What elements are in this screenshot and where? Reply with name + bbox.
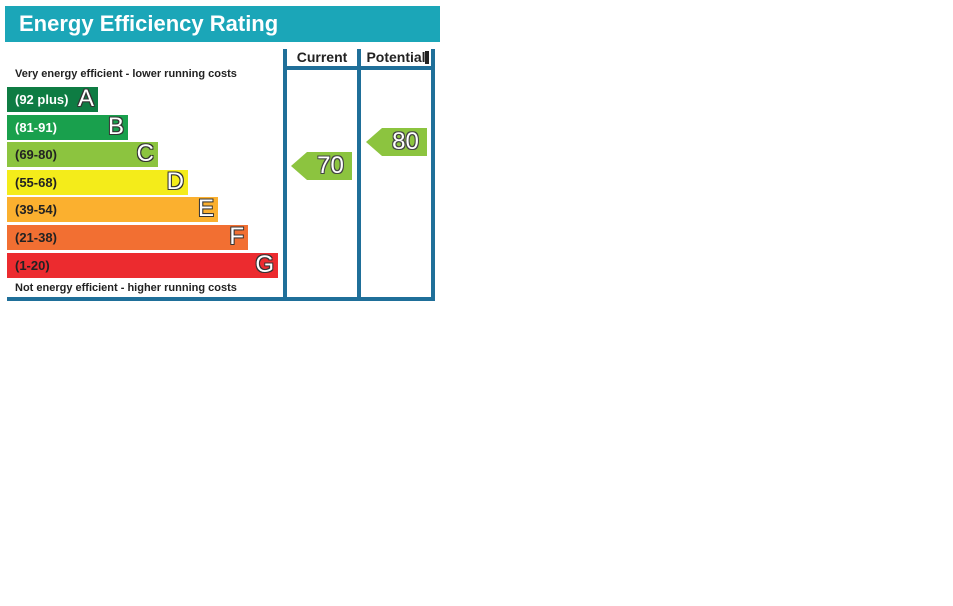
band-range-label: (1-20)	[15, 257, 50, 273]
column-divider	[357, 49, 361, 301]
band-letter: F	[229, 223, 244, 250]
potential-rating-arrow: 80	[366, 128, 427, 156]
band-letter: C	[136, 140, 154, 168]
band-range-label: (39-54)	[15, 202, 57, 218]
band-letter: B	[107, 112, 124, 140]
bottom-caption: Not energy efficient - higher running co…	[15, 282, 237, 294]
band-letter: A	[77, 85, 94, 112]
band-b: (81-91) B	[7, 112, 128, 140]
band-letter: E	[197, 195, 214, 223]
band-range-label: (81-91)	[15, 119, 57, 135]
band-letter: D	[166, 167, 184, 195]
band-range-label: (21-38)	[15, 230, 57, 245]
potential-arrow-shape	[366, 128, 427, 156]
band-a: (92 plus) A	[7, 85, 98, 112]
band-c: (69-80) C	[7, 140, 158, 168]
current-arrow-shape	[291, 152, 352, 180]
chart-title: Energy Efficiency Rating	[5, 6, 440, 42]
band-range-label: (69-80)	[15, 147, 57, 163]
band-g: (1-20) G	[7, 250, 278, 278]
chart-bottom-border	[7, 297, 435, 301]
current-rating-arrow: 70	[291, 152, 352, 180]
potential-column-header: Potential	[366, 49, 426, 65]
current-rating-value: 70	[317, 152, 344, 179]
header-underline	[283, 66, 435, 70]
band-e: (39-54) E	[7, 195, 218, 223]
band-letter: G	[255, 250, 274, 278]
band-d: (55-68) D	[7, 167, 188, 195]
potential-column-right-border	[431, 49, 435, 301]
band-range-label: (55-68)	[15, 174, 57, 190]
band-f: (21-38) F	[7, 223, 248, 250]
band-range-label: (92 plus)	[15, 92, 69, 107]
text-cursor	[425, 51, 429, 64]
current-column-left-border	[283, 49, 287, 301]
potential-rating-value: 80	[392, 128, 419, 155]
top-caption: Very energy efficient - lower running co…	[15, 68, 237, 80]
current-column-header: Current	[296, 49, 348, 65]
